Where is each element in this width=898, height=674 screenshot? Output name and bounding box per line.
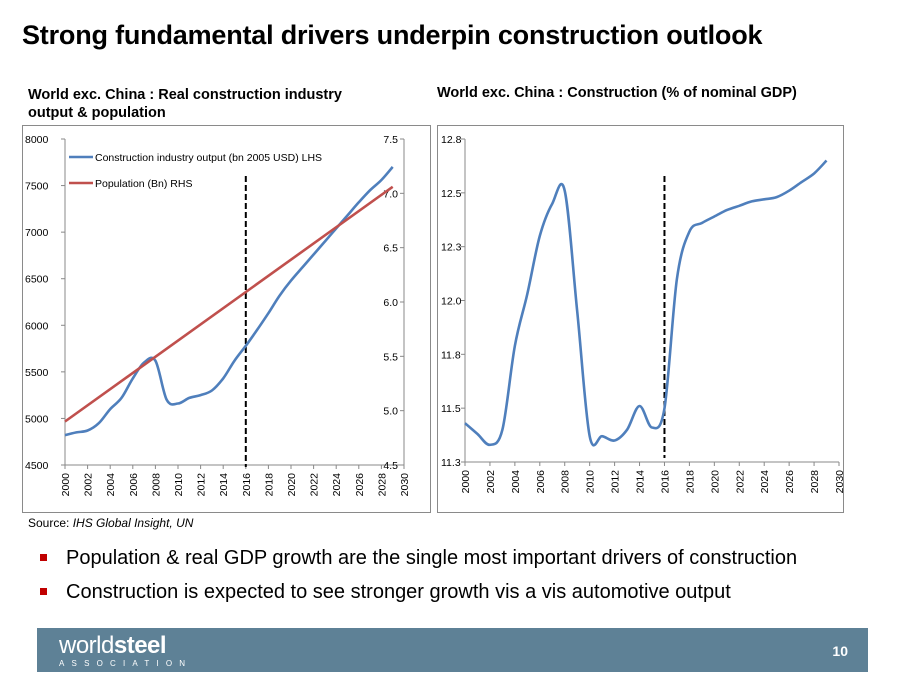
chart-1-y2-tick-label: 4.5 bbox=[383, 460, 398, 472]
chart-1-x-tick-label: 2020 bbox=[286, 473, 298, 497]
logo-word-world: world bbox=[59, 632, 114, 659]
chart-2-x-tick-label: 2004 bbox=[510, 470, 522, 494]
footer-bar: worldsteel ASSOCIATION 10 bbox=[37, 628, 868, 672]
chart-1-x-tick-label: 2002 bbox=[83, 473, 95, 497]
chart-2-y-tick-label: 11.5 bbox=[441, 403, 461, 415]
chart-2-x-tick-label: 2022 bbox=[734, 470, 746, 494]
chart-2-series-line-0 bbox=[464, 159, 828, 447]
chart-1-y-tick-label: 8000 bbox=[25, 134, 49, 146]
chart-2-panel: 11.3 11.5 11.8 12.0 12.3 12.5 12.8 2000 2002 2004… bbox=[437, 125, 846, 513]
bullet-square-icon bbox=[40, 588, 47, 595]
chart-1-legend-label-0: Construction industry output (bn 2005 US… bbox=[95, 152, 322, 164]
chart-2-x-tick-label: 2014 bbox=[635, 470, 647, 494]
source-note: Source: IHS Global Insight, UN bbox=[28, 516, 193, 530]
chart-1-y-tick-label: 5000 bbox=[25, 413, 49, 425]
chart-1-y-tick-label: 6000 bbox=[25, 320, 49, 332]
chart-2-x-tick-label: 2000 bbox=[460, 470, 472, 494]
chart-2-x-tick-label: 2026 bbox=[784, 470, 796, 494]
chart-1-x-tick-label: 2018 bbox=[263, 473, 275, 497]
source-label: Source: bbox=[28, 516, 70, 530]
chart-2-x-tick-label: 2028 bbox=[809, 470, 821, 494]
chart-1-y-tick-label: 7000 bbox=[25, 227, 49, 239]
chart-1-series-line-0 bbox=[64, 166, 394, 437]
chart-2-x-tick-label: 2016 bbox=[659, 470, 671, 494]
chart-2-title: World exc. China : Construction (% of no… bbox=[437, 85, 797, 101]
chart-1-x-tick-label: 2008 bbox=[150, 473, 162, 497]
chart-1-title: World exc. China : Real construction ind… bbox=[28, 87, 342, 121]
chart-1-y2-tick-label: 7.0 bbox=[383, 188, 398, 200]
chart-1-y2-tick-label: 6.5 bbox=[383, 243, 398, 255]
worldsteel-logo: worldsteel ASSOCIATION bbox=[59, 632, 185, 668]
chart-2-y-tick-label: 11.3 bbox=[441, 457, 461, 469]
chart-2-y-tick-label: 12.3 bbox=[441, 242, 462, 254]
chart-2-x-tick-label: 2006 bbox=[535, 470, 547, 494]
source-text: IHS Global Insight, UN bbox=[72, 516, 194, 530]
chart-2-x-tick-label: 2024 bbox=[759, 470, 771, 494]
chart-1-y2-tick-label: 6.0 bbox=[383, 297, 398, 309]
bullet-square-icon bbox=[40, 554, 47, 561]
chart-1-x-tick-label: 2010 bbox=[173, 473, 185, 497]
bullet-item: Population & real GDP growth are the sin… bbox=[40, 541, 797, 575]
bullet-text: Population & real GDP growth are the sin… bbox=[66, 547, 798, 569]
chart-1-x-tick-label: 2022 bbox=[309, 473, 321, 497]
chart-2-y-tick-label: 11.8 bbox=[441, 349, 461, 361]
chart-1-y-tick-label: 4500 bbox=[25, 460, 49, 472]
chart-1-y2-tick-label: 5.5 bbox=[383, 351, 398, 363]
chart-1-legend-label-1: Population (Bn) RHS bbox=[95, 178, 192, 190]
chart-2-y-tick-label: 12.5 bbox=[441, 188, 462, 200]
chart-2-x-tick-label: 2002 bbox=[485, 470, 497, 494]
chart-1-x-tick-label: 2028 bbox=[376, 473, 388, 497]
chart-1-x-tick-label: 2012 bbox=[196, 473, 208, 497]
chart-1-x-tick-label: 2030 bbox=[399, 473, 411, 497]
chart-1-y2-tick-label: 5.0 bbox=[383, 406, 398, 418]
chart-1-x-tick-label: 2024 bbox=[331, 473, 343, 497]
chart-1-x-tick-label: 2026 bbox=[354, 473, 366, 497]
chart-2-x-tick-label: 2008 bbox=[560, 470, 572, 494]
logo-subtitle: ASSOCIATION bbox=[59, 659, 193, 668]
page-title: Strong fundamental drivers underpin cons… bbox=[22, 20, 763, 50]
chart-2-svg: 11.3 11.5 11.8 12.0 12.3 12.5 12.8 2000 2002 2004… bbox=[441, 134, 846, 494]
chart-1-x-tick-label: 2016 bbox=[241, 473, 253, 497]
bullet-text: Construction is expected to see stronger… bbox=[66, 581, 731, 603]
chart-2-y-tick-label: 12.8 bbox=[441, 134, 462, 146]
chart-1-y-tick-label: 6500 bbox=[25, 274, 49, 286]
chart-2-x-tick-label: 2030 bbox=[834, 470, 843, 494]
bullet-list: Population & real GDP growth are the sin… bbox=[40, 541, 797, 609]
chart-1-x-tick-label: 2006 bbox=[128, 473, 140, 497]
chart-1-svg: 4500 5000 5500 6000 6500 7000 7500 8000 4.5 5.0 5.… bbox=[25, 134, 411, 497]
chart-1-y-tick-label: 5500 bbox=[25, 367, 49, 379]
logo-word-steel: steel bbox=[113, 632, 167, 659]
chart-1-x-tick-label: 2004 bbox=[105, 473, 117, 497]
chart-1-y2-tick-label: 7.5 bbox=[383, 134, 398, 146]
chart-1-x-tick-label: 2014 bbox=[218, 473, 230, 497]
chart-2-x-tick-label: 2018 bbox=[684, 470, 696, 494]
chart-1-y-tick-label: 7500 bbox=[25, 181, 49, 193]
chart-2-x-tick-label: 2012 bbox=[610, 470, 622, 494]
bullet-item: Construction is expected to see stronger… bbox=[40, 575, 797, 609]
chart-1-series-line-1 bbox=[64, 185, 394, 423]
chart-2-x-tick-label: 2010 bbox=[585, 470, 597, 494]
chart-2-x-tick-label: 2020 bbox=[709, 470, 721, 494]
page-number: 10 bbox=[832, 643, 848, 659]
chart-2-y-tick-label: 12.0 bbox=[441, 296, 462, 308]
chart-1-panel: 4500 5000 5500 6000 6500 7000 7500 8000 4.5 5.0 5.… bbox=[22, 125, 431, 513]
chart-1-x-tick-label: 2000 bbox=[60, 473, 72, 497]
